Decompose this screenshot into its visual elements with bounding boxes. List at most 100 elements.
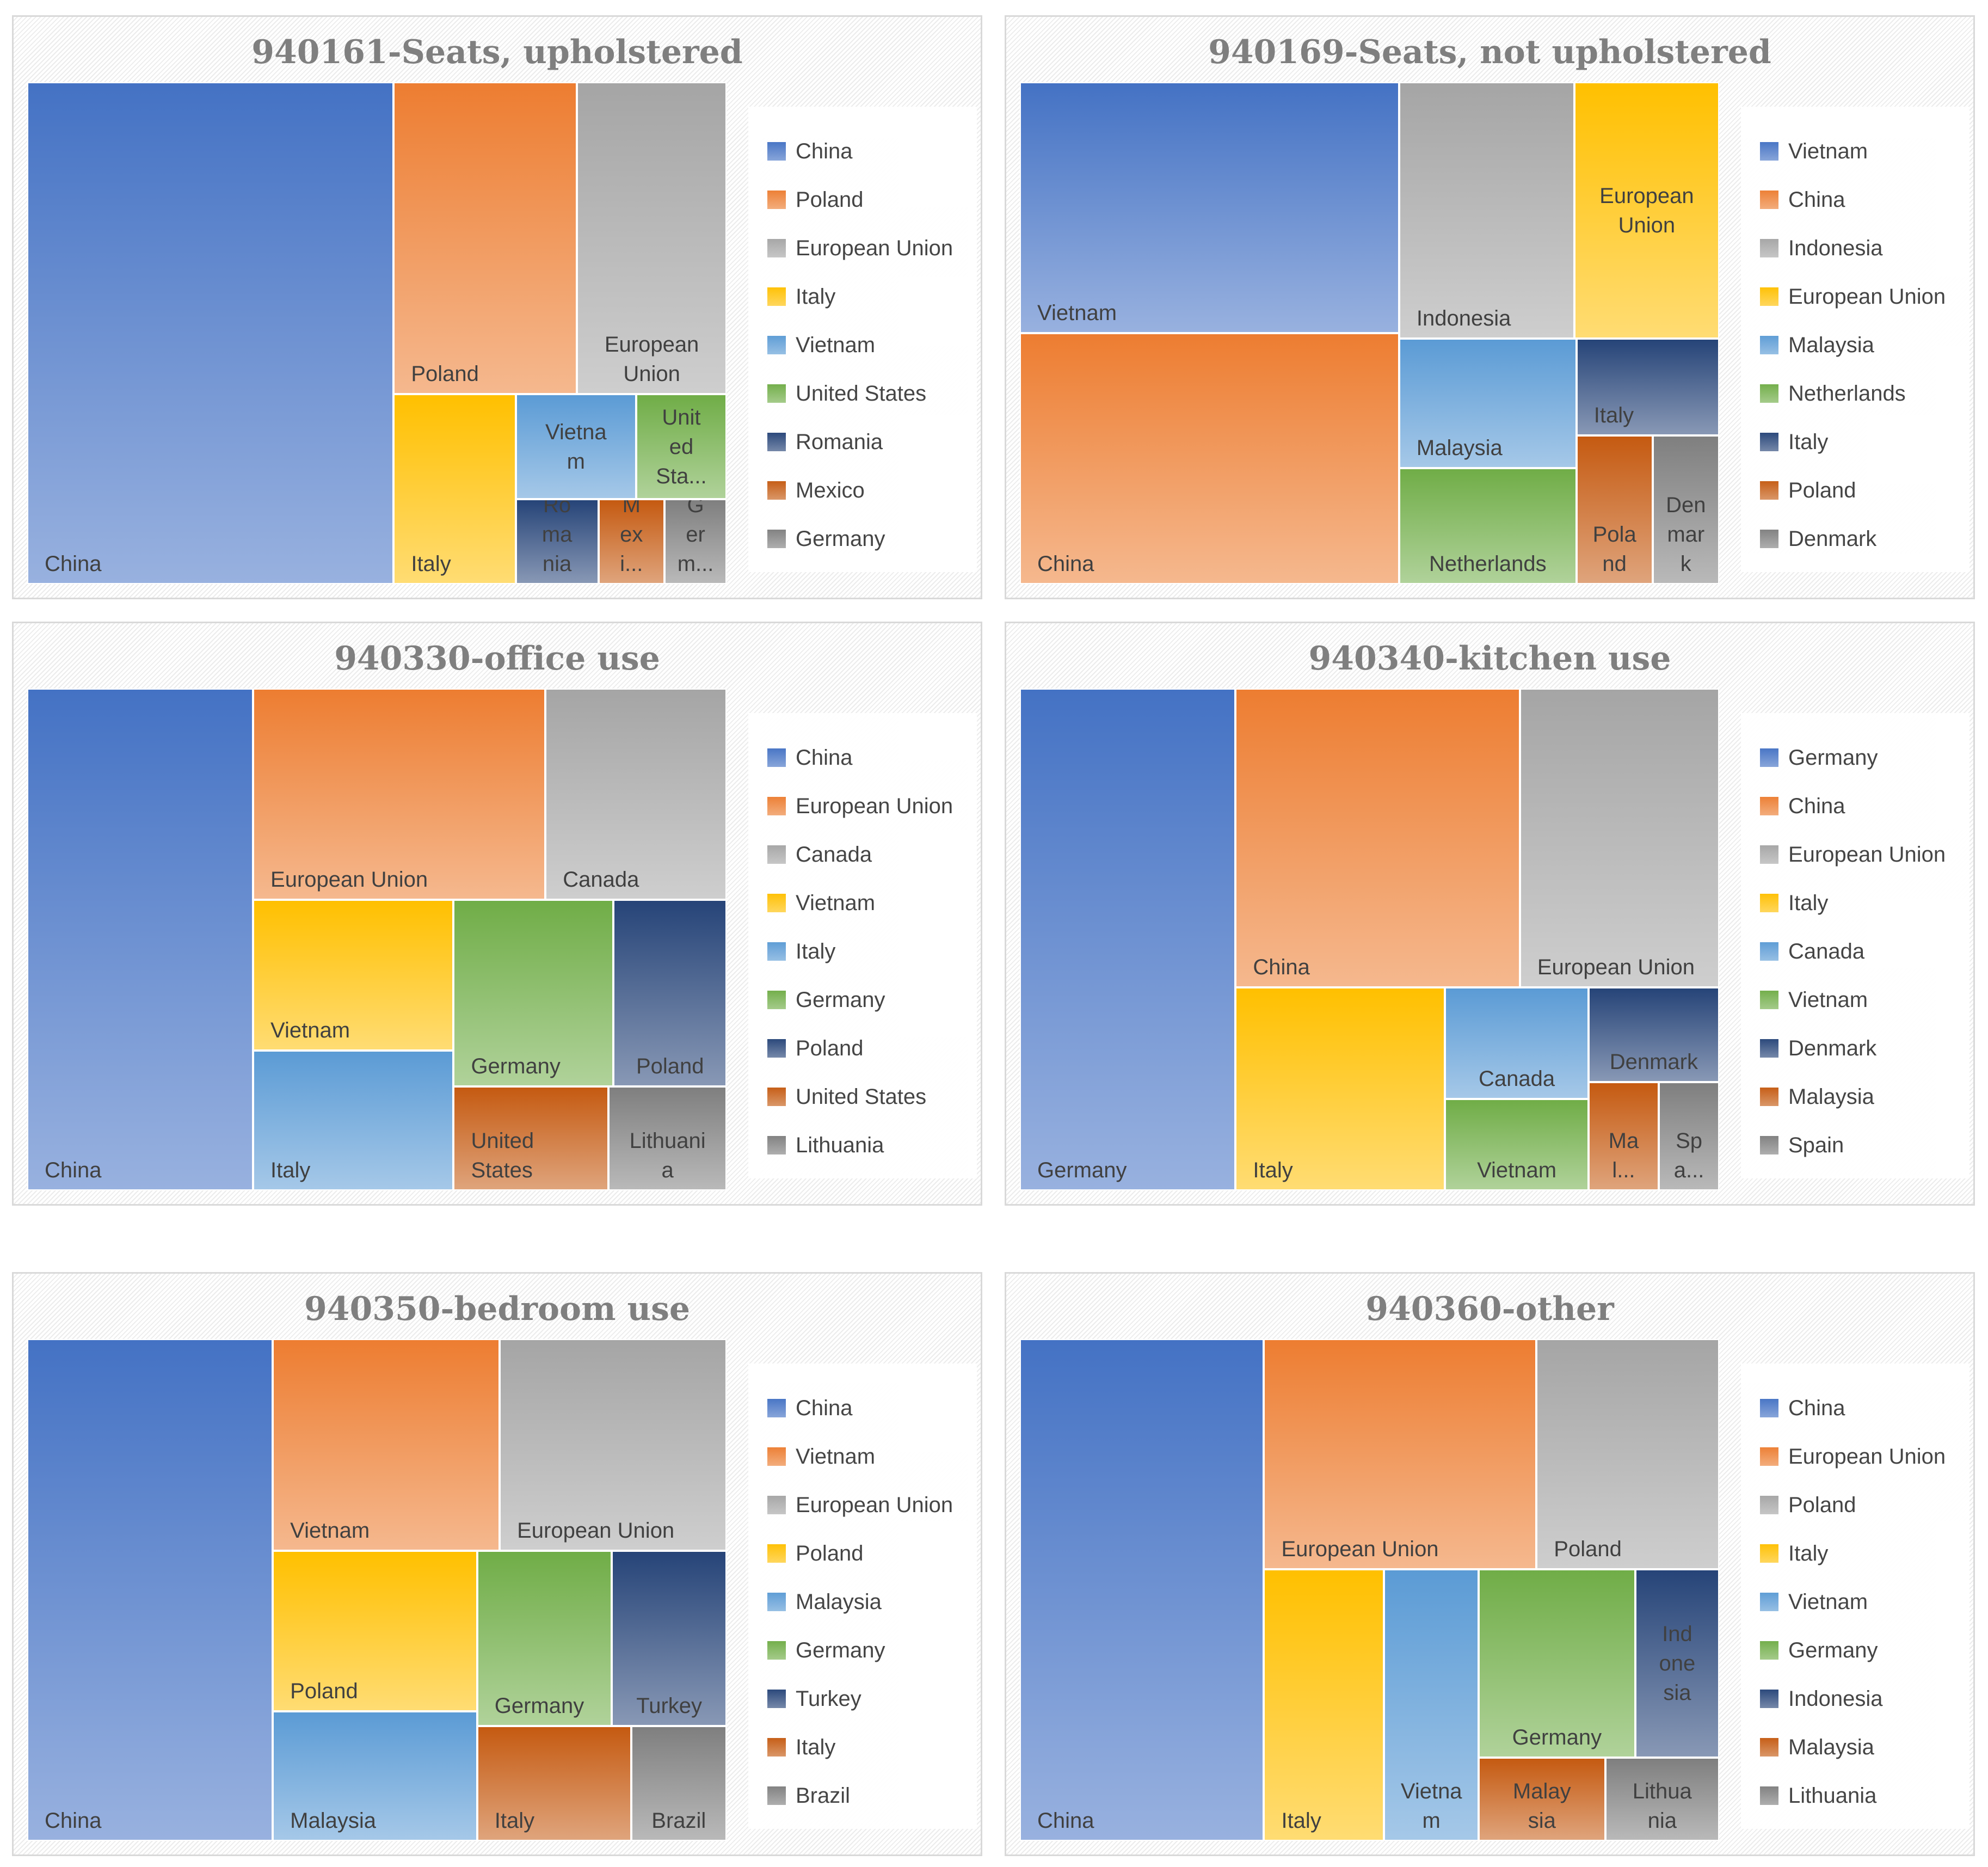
treemap-tile-poland: Poland — [613, 900, 727, 1086]
chart-panel-3: 940330-office use China European Union Can… — [12, 622, 982, 1206]
legend-label: Vietnam — [1788, 1589, 1868, 1614]
tile-label: G er m... — [677, 499, 714, 576]
treemap-tile-malaysia: Ma l... — [1588, 1082, 1659, 1190]
tile-label: European Union — [1599, 183, 1694, 237]
legend-label: Indonesia — [1788, 236, 1883, 260]
legend-label: Lithuania — [1788, 1783, 1877, 1808]
tile-label: Italy — [270, 1158, 311, 1182]
legend-item-lithuania: Lithuania — [1760, 1779, 1876, 1812]
chart-panel-4: 940340-kitchen use Germany China European … — [1005, 622, 1975, 1206]
treemap: China Vietnam European Union Poland Malaysia… — [27, 1339, 727, 1841]
legend-swatch — [767, 845, 786, 864]
treemap-tile-germany: G er m... — [664, 499, 727, 584]
tile-label: Unit ed Sta... — [656, 405, 707, 488]
legend-label: Poland — [796, 1036, 864, 1060]
tile-label: Italy — [1593, 403, 1634, 427]
tile-label: Pola nd — [1592, 522, 1636, 576]
treemap-tile-malaysia: Malaysia — [273, 1711, 477, 1841]
legend-label: Denmark — [1788, 1036, 1877, 1060]
tile-label: European Union — [604, 333, 699, 386]
legend-label: Poland — [796, 1541, 864, 1565]
tile-label: China — [45, 1809, 102, 1833]
legend-item-netherlands: Netherlands — [1760, 377, 1906, 410]
legend-swatch — [767, 1690, 786, 1708]
treemap-tile-italy: Italy — [253, 1050, 454, 1190]
tile-label: Malay sia — [1512, 1779, 1571, 1833]
tile-label: Poland — [411, 362, 479, 386]
legend-label: European Union — [796, 794, 953, 818]
tile-label: European Union — [1537, 955, 1695, 980]
tile-label: China — [1253, 955, 1310, 980]
legend-swatch — [1760, 1039, 1778, 1058]
legend-item-canada: Canada — [1760, 935, 1864, 968]
treemap-tile-united-states: Unit ed Sta... — [636, 394, 727, 500]
treemap-tile-poland: Poland — [273, 1550, 477, 1711]
treemap-tile-united-states: United States — [453, 1086, 609, 1190]
legend-label: Romania — [796, 429, 883, 454]
treemap-tile-italy: Italy — [393, 394, 516, 584]
treemap-tile-brazil: Brazil — [631, 1726, 727, 1841]
tile-label: Ind one sia — [1659, 1622, 1696, 1705]
treemap-tile-poland: Pola nd — [1576, 435, 1653, 584]
tile-label: Indonesia — [1416, 306, 1511, 331]
legend-item-canada: Canada — [767, 838, 872, 871]
legend-swatch — [1760, 797, 1778, 815]
legend-label: Poland — [1788, 1493, 1856, 1517]
treemap-tile-vietnam: Vietnam — [273, 1339, 500, 1551]
legend-swatch — [767, 1399, 786, 1417]
legend-swatch — [1760, 287, 1778, 306]
legend-swatch — [767, 1738, 786, 1757]
legend-swatch — [1760, 1088, 1778, 1106]
legend-label: Vietnam — [796, 1444, 876, 1469]
tile-label: Ma l... — [1608, 1128, 1639, 1182]
legend-item-turkey: Turkey — [767, 1682, 861, 1715]
treemap-tile-italy: Italy — [1235, 987, 1445, 1190]
treemap-tile-china: China — [27, 82, 394, 584]
treemap-tile-china: China — [27, 1339, 273, 1841]
legend-label: Germany — [796, 526, 885, 551]
legend-swatch — [1760, 1544, 1778, 1563]
legend-label: Vietnam — [796, 890, 876, 915]
legend-swatch — [767, 481, 786, 500]
tile-label: Germany — [1512, 1725, 1602, 1750]
legend-label: Malaysia — [796, 1589, 882, 1614]
tile-label: Poland — [636, 1054, 704, 1078]
treemap-tile-poland: Poland — [1536, 1339, 1719, 1570]
tile-label: Vietnam — [270, 1018, 350, 1042]
tile-label: Malaysia — [290, 1808, 377, 1833]
legend: China Poland European Union Italy Vietnam Uni… — [748, 107, 977, 572]
legend-label: China — [1788, 1396, 1845, 1420]
tile-label: Netherlands — [1429, 551, 1547, 576]
legend-swatch — [767, 336, 786, 354]
legend-item-china: China — [767, 1392, 853, 1424]
treemap-tile-vietnam: Vietnam — [1020, 82, 1399, 333]
treemap-tile-germany: Germany — [477, 1550, 612, 1727]
legend-item-spain: Spain — [1760, 1129, 1844, 1162]
tile-label: China — [1037, 1809, 1094, 1833]
legend-swatch — [767, 1641, 786, 1660]
legend-item-malaysia: Malaysia — [1760, 329, 1874, 361]
legend-label: United States — [796, 381, 927, 406]
treemap-tile-european-union: European Union — [1264, 1339, 1537, 1570]
legend-swatch — [767, 1496, 786, 1514]
legend: Germany China European Union Italy Canada Vie… — [1741, 713, 1969, 1178]
legend-swatch — [1760, 1786, 1778, 1805]
legend-label: Spain — [1788, 1133, 1844, 1157]
treemap-tile-malaysia: Malaysia — [1399, 339, 1577, 469]
treemap-tile-denmark: Denmark — [1588, 987, 1719, 1082]
legend-item-vietnam: Vietnam — [1760, 1586, 1868, 1618]
legend-swatch — [767, 142, 786, 161]
legend-label: Italy — [796, 284, 836, 309]
tile-label: Sp a... — [1673, 1128, 1704, 1182]
legend-item-germany: Germany — [767, 523, 885, 555]
legend-label: Malaysia — [1788, 1084, 1874, 1109]
tile-label: Den mar k — [1666, 493, 1706, 576]
legend-swatch — [1760, 1593, 1778, 1611]
legend-label: Canada — [796, 842, 872, 867]
legend-item-united-states: United States — [767, 1080, 926, 1113]
treemap-tile-vietnam: Vietnam — [1445, 1099, 1589, 1190]
legend-item-malaysia: Malaysia — [767, 1586, 882, 1618]
legend-swatch — [1760, 991, 1778, 1009]
legend-swatch — [1760, 142, 1778, 161]
